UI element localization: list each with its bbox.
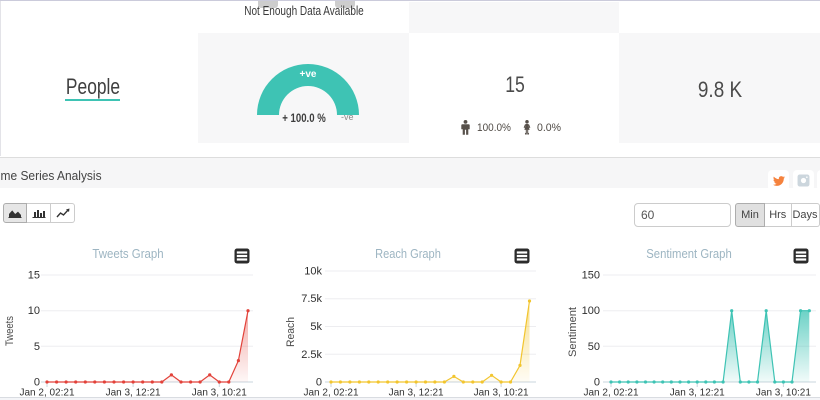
- svg-text:Jan 3, 10:21: Jan 3, 10:21: [474, 387, 529, 399]
- svg-text:0: 0: [34, 377, 40, 389]
- svg-text:Jan 3, 12:21: Jan 3, 12:21: [670, 387, 725, 399]
- svg-text:0: 0: [594, 377, 600, 389]
- svg-text:Jan 3, 12:21: Jan 3, 12:21: [389, 387, 444, 399]
- svg-text:5: 5: [34, 341, 40, 353]
- svg-text:15: 15: [28, 270, 40, 282]
- svg-text:50: 50: [588, 341, 600, 353]
- svg-text:100: 100: [582, 305, 600, 317]
- svg-text:7.5k: 7.5k: [301, 293, 322, 305]
- svg-text:5k: 5k: [310, 321, 322, 333]
- svg-text:Jan 2, 02:21: Jan 2, 02:21: [304, 387, 359, 399]
- svg-text:Jan 3, 12:21: Jan 3, 12:21: [106, 387, 161, 399]
- svg-text:Jan 3, 10:21: Jan 3, 10:21: [192, 387, 247, 399]
- svg-text:10k: 10k: [304, 266, 322, 278]
- svg-text:0: 0: [316, 377, 322, 389]
- svg-text:150: 150: [582, 270, 600, 282]
- svg-text:Jan 3, 10:21: Jan 3, 10:21: [756, 387, 811, 399]
- svg-text:Reach: Reach: [285, 317, 297, 347]
- svg-text:Tweets: Tweets: [4, 316, 16, 346]
- svg-text:2.5k: 2.5k: [301, 349, 322, 361]
- svg-text:10: 10: [28, 305, 40, 317]
- svg-text:Jan 2, 02:21: Jan 2, 02:21: [584, 387, 639, 399]
- svg-text:Sentiment: Sentiment: [567, 307, 579, 357]
- svg-text:Jan 2, 02:21: Jan 2, 02:21: [20, 387, 75, 399]
